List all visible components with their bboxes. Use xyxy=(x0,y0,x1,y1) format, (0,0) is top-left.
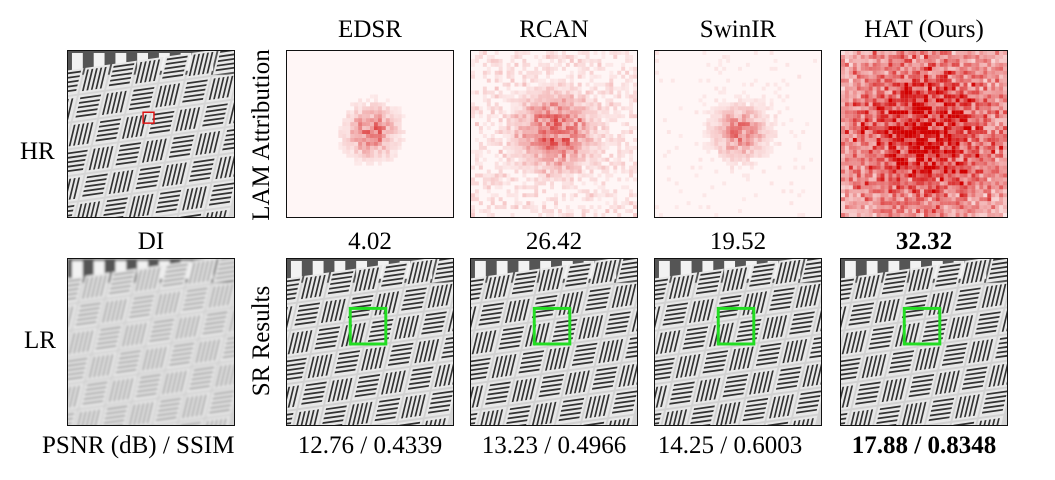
di-value-hat: 32.32 xyxy=(895,228,953,255)
row-label-hr: HR xyxy=(20,138,55,165)
hr-image-graphic xyxy=(68,51,234,217)
method-header-edsr: EDSR xyxy=(338,16,402,43)
attribution-map-rcan xyxy=(470,50,638,218)
roi-box-edsr xyxy=(348,306,388,346)
attribution-heatmap-hat xyxy=(841,51,1007,217)
method-header-rcan: RCAN xyxy=(519,16,589,43)
side-label-results: SR Results xyxy=(248,285,275,397)
di-value-rcan: 26.42 xyxy=(525,228,583,255)
di-value-edsr: 4.02 xyxy=(348,228,392,255)
attribution-map-swinir xyxy=(654,50,822,218)
method-header-hat: HAT (Ours) xyxy=(864,16,984,43)
metric-value-hat: 17.88 / 0.8348 xyxy=(851,432,997,459)
sr-result-hat-graphic xyxy=(841,259,1007,425)
attribution-heatmap-edsr xyxy=(287,51,453,217)
attribution-heatmap-swinir xyxy=(655,51,821,217)
roi-box-hat xyxy=(902,306,942,346)
sr-result-hat xyxy=(840,258,1008,426)
metric-value-rcan: 13.23 / 0.4966 xyxy=(481,432,627,459)
di-label: DI xyxy=(137,228,165,255)
metric-value-swinir: 14.25 / 0.6003 xyxy=(657,432,803,459)
sr-result-swinir xyxy=(654,258,822,426)
sr-result-swinir-graphic xyxy=(655,259,821,425)
attribution-map-hat xyxy=(840,50,1008,218)
sr-result-rcan xyxy=(470,258,638,426)
metric-label: PSNR (dB) / SSIM xyxy=(42,432,235,459)
di-value-swinir: 19.52 xyxy=(709,228,767,255)
attribution-map-edsr xyxy=(286,50,454,218)
lr-image xyxy=(67,258,235,426)
hr-roi-marker xyxy=(142,111,155,124)
roi-box-swinir xyxy=(716,306,756,346)
sr-result-rcan-graphic xyxy=(471,259,637,425)
attribution-heatmap-rcan xyxy=(471,51,637,217)
roi-box-rcan xyxy=(532,306,572,346)
sr-result-edsr-graphic xyxy=(287,259,453,425)
side-label-attribution: LAM Attribution xyxy=(248,49,275,221)
lr-image-graphic xyxy=(68,259,234,425)
row-label-lr: LR xyxy=(24,327,56,354)
metric-value-edsr: 12.76 / 0.4339 xyxy=(297,432,443,459)
sr-result-edsr xyxy=(286,258,454,426)
hr-image xyxy=(67,50,235,218)
method-header-swinir: SwinIR xyxy=(699,16,777,43)
